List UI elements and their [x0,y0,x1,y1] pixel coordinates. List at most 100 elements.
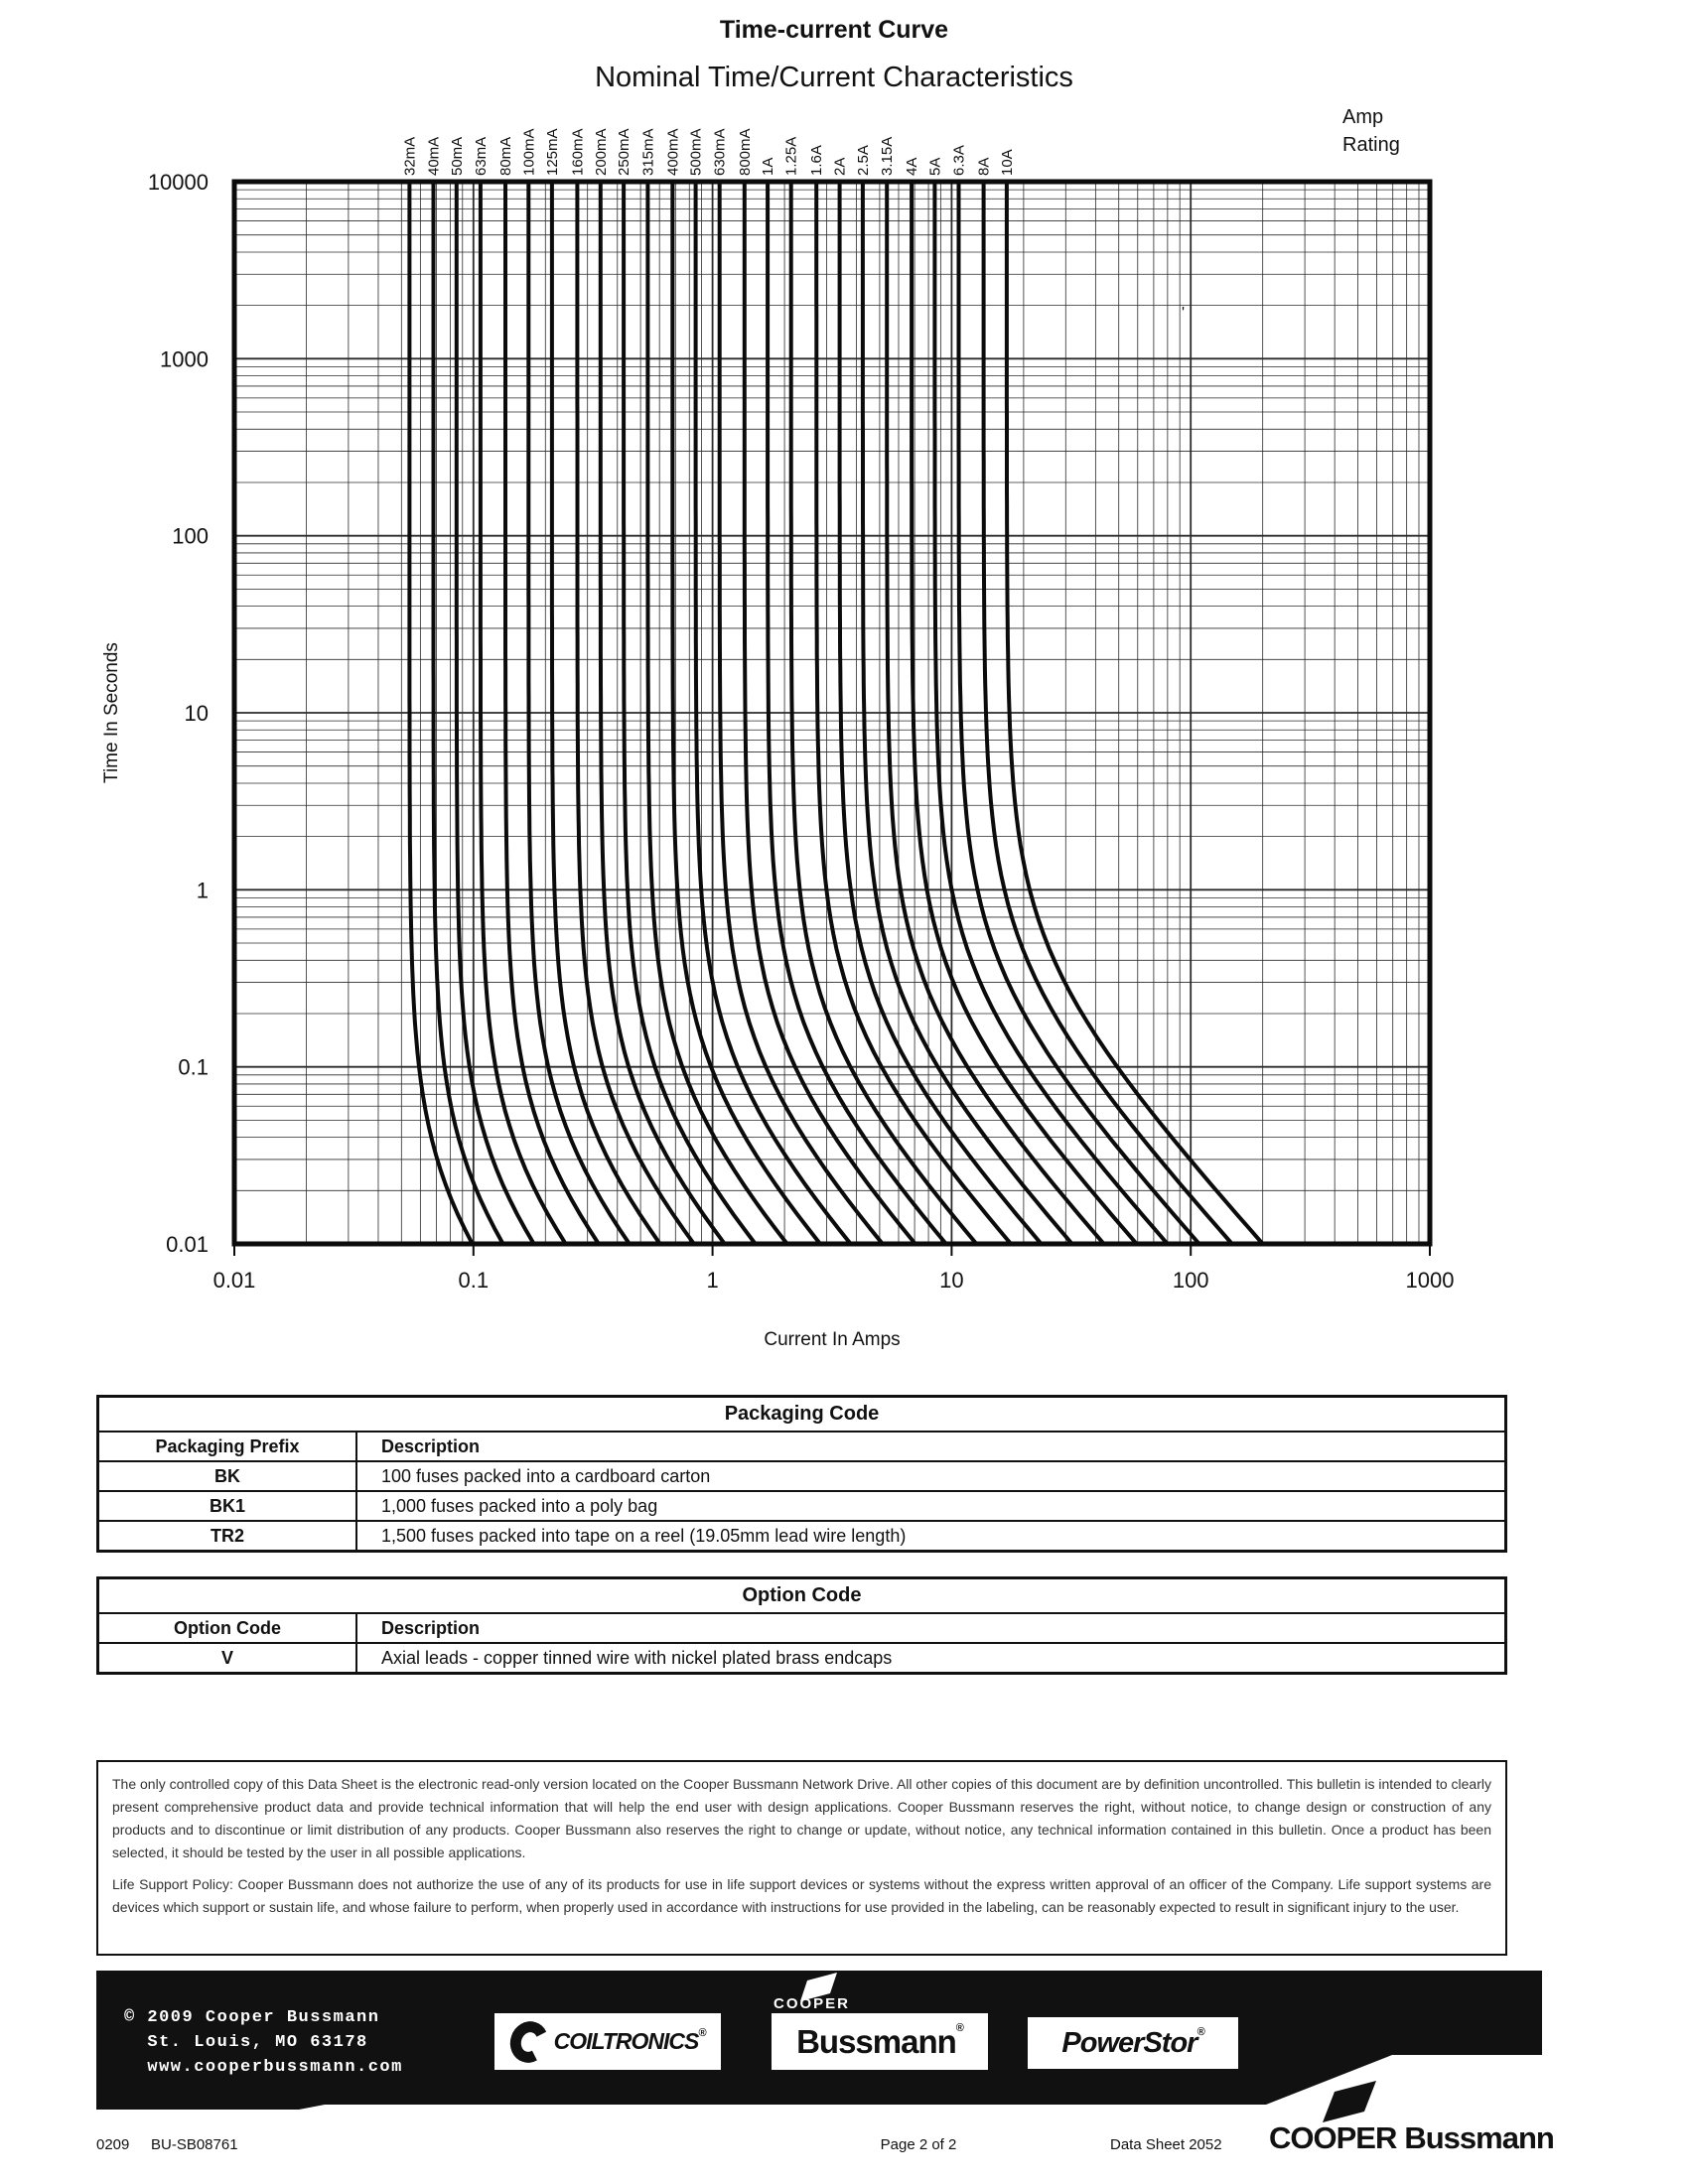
fuse-curve-1A [766,180,948,1246]
footer-copyright: © 2009 Cooper Bussmann [124,2008,380,2027]
fuse-curve-315mA [645,180,789,1246]
curve-label-2.5A: 2.5A [855,145,872,176]
footer-date-code: 0209 [96,2136,130,2153]
curve-label-800mA: 800mA [737,128,754,176]
curve-label-80mA: 80mA [497,137,514,176]
registered-mark: ® [1196,2025,1204,2038]
option-code-table: Option Code Option Code Description V Ax… [96,1576,1507,1675]
cooper-flag-icon [1323,2081,1376,2122]
x-tick-label: 100 [1173,1268,1209,1293]
y-tick-label: 1 [197,878,209,902]
option-code: V [99,1644,357,1672]
fuse-curve-4A [910,180,1139,1246]
y-tick-label: 0.01 [166,1232,209,1257]
x-axis-title: Current In Amps [764,1329,900,1350]
coiltronics-logo: COILTRONICS® [494,2013,721,2070]
option-table-header: Option Code Description [99,1612,1504,1642]
fuse-curve-6.3A [956,180,1201,1246]
fuse-curve-8A [981,180,1234,1246]
table-row: BK 100 fuses packed into a cardboard car… [99,1460,1504,1490]
fuse-curve-250mA [622,180,758,1246]
curve-label-200mA: 200mA [593,128,610,176]
x-tick-label: 1 [706,1268,718,1293]
bussmann-logo: Bussmann® [772,2013,988,2070]
packaging-code: TR2 [99,1522,357,1550]
fuse-curve-40mA [431,180,505,1246]
table-row: TR2 1,500 fuses packed into tape on a re… [99,1520,1504,1550]
chart-subtitle: Nominal Time/Current Characteristics [595,62,1073,93]
footer-datasheet-number: Data Sheet 2052 [1110,2136,1222,2153]
cooper-flag-icon [800,1973,837,2001]
footer-doc-code: BU-SB08761 [151,2136,238,2153]
y-tick-label: 10000 [148,170,209,195]
bussmann-wordmark: Bussmann [1404,2120,1554,2155]
fuse-curve-200mA [598,180,727,1246]
curve-label-400mA: 400mA [664,128,681,176]
curve-label-2A: 2A [832,158,849,176]
cooper-small-label: COOPER [774,1995,851,2012]
option-col2-header: Description [381,1617,481,1638]
curve-label-3.15A: 3.15A [879,137,896,176]
y-axis-title: Time In Seconds [101,642,122,783]
fuse-curve-63mA [478,180,568,1246]
amp-rating-legend-title: Amp Rating [1342,103,1400,159]
curve-label-32mA: 32mA [401,137,418,176]
x-tick-label: 10 [939,1268,963,1293]
curve-label-160mA: 160mA [569,128,586,176]
fuse-curve-3.15A [885,180,1106,1246]
packaging-table-header: Packaging Prefix Description [99,1431,1504,1460]
curve-label-125mA: 125mA [544,128,561,176]
y-tick-label: 0.1 [178,1055,209,1080]
table-row: BK1 1,000 fuses packed into a poly bag [99,1490,1504,1520]
footer-page-number: Page 2 of 2 [880,2136,957,2153]
x-tick-label: 0.01 [213,1268,256,1293]
y-tick-label: 100 [172,524,209,549]
time-current-chart: 32mA 40mA 50mA 63mA 80mA 100mA 125mA 160mA 200mA… [101,128,1455,1350]
footer-address: St. Louis, MO 63178 [124,2033,368,2052]
table-row: V Axial leads - copper tinned wire with … [99,1642,1504,1672]
fuse-curve-125mA [549,180,662,1246]
fuse-curve-50mA [454,180,536,1246]
option-col1-header: Option Code [99,1614,357,1642]
cooper-bussmann-logo: COOPER Bussmann [1269,2120,1555,2156]
curve-label-250mA: 250mA [616,128,633,176]
chart-title: Time-current Curve [719,16,949,44]
curve-label-8A: 8A [976,158,993,176]
curve-label-10A: 10A [999,149,1016,176]
fuse-curve-160mA [575,180,696,1246]
packaging-desc: 100 fuses packed into a cardboard carton [381,1465,711,1486]
curve-label-1.6A: 1.6A [808,145,825,176]
curve-label-6.3A: 6.3A [951,145,968,176]
fuse-curve-5A [932,180,1170,1246]
packaging-code-table: Packaging Code Packaging Prefix Descript… [96,1395,1507,1553]
registered-mark: ® [698,2027,706,2039]
fuse-curve-400mA [670,180,822,1246]
fuse-curve-10A [1004,180,1265,1246]
disclaimer-box: The only controlled copy of this Data Sh… [96,1760,1507,1956]
amp-rating-line1: Amp [1342,106,1384,128]
option-desc: Axial leads - copper tinned wire with ni… [381,1647,893,1668]
fuse-curve-630mA [717,180,885,1246]
packaging-table-title: Packaging Code [99,1398,1504,1431]
curve-label-1.25A: 1.25A [783,137,800,176]
curve-label-50mA: 50mA [449,137,466,176]
footer-address-block: © 2009 Cooper Bussmann St. Louis, MO 631… [124,2005,403,2080]
curve-label-63mA: 63mA [473,137,490,176]
coiltronics-c-icon [504,2015,554,2068]
scan-artifact: ' [1182,305,1185,322]
fuse-curve-80mA [503,180,601,1246]
x-tick-label: 0.1 [459,1268,490,1293]
y-tick-label: 10 [185,701,209,726]
x-tick-label: 1000 [1406,1268,1455,1293]
curve-label-100mA: 100mA [520,128,537,176]
disclaimer-paragraph-2: Life Support Policy: Cooper Bussmann doe… [112,1876,1491,1915]
curve-label-5A: 5A [926,158,943,176]
fuse-curve-800mA [742,180,917,1246]
packaging-code: BK1 [99,1492,357,1520]
packaging-code: BK [99,1462,357,1490]
amp-rating-line2: Rating [1342,134,1400,156]
fuse-curve-32mA [407,180,475,1246]
curve-label-630mA: 630mA [712,128,729,176]
option-title-text: Option Code [742,1584,862,1606]
